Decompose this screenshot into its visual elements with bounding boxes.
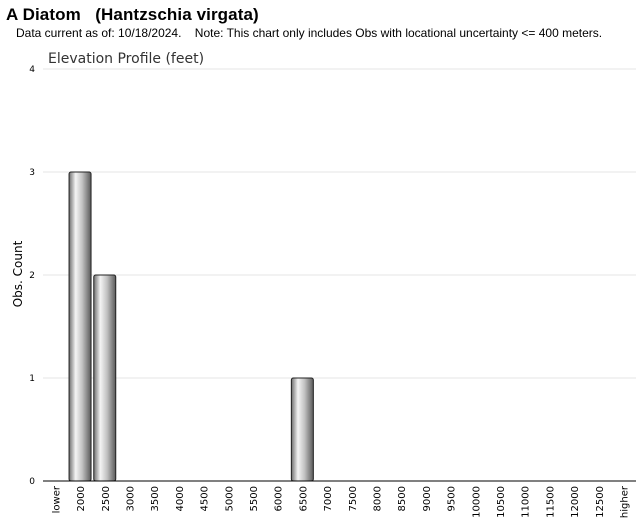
x-tick-label: higher [619,485,630,518]
x-tick-label: 5000 [224,486,235,511]
x-tick-label: 9000 [422,486,433,511]
y-tick-label: 4 [29,65,35,75]
x-tick-label: 7000 [323,486,334,511]
y-tick-label: 2 [29,271,35,281]
y-tick-label: 3 [29,168,35,178]
chart-title: Elevation Profile (feet) [48,51,204,67]
x-tick-label: 10000 [471,486,482,518]
page-title: A Diatom (Hantzschia virgata) [6,5,259,24]
x-tick-label: 4500 [200,486,211,511]
y-tick-label: 0 [29,477,35,487]
grid-lines [43,68,636,379]
y-tick-labels: 0 1 2 3 4 [29,65,35,487]
data-note: Data current as of: 10/18/2024. Note: Th… [16,26,603,40]
x-tick-label: 8500 [397,486,408,511]
bar [290,377,314,482]
x-tick-label: 11000 [521,486,532,518]
bar [68,171,92,482]
x-tick-label: 12500 [595,486,606,518]
x-tick-label: 2000 [76,486,87,511]
x-tick-label: 4000 [175,486,186,511]
x-tick-label: 7500 [348,486,359,511]
bars [68,171,314,482]
x-tick-label: 10500 [496,486,507,518]
bar [93,274,117,482]
x-tick-label: 2500 [101,486,112,511]
x-tick-labels: lower 2000 2500 3000 3500 4000 4500 5000 5500 600… [51,485,630,518]
x-tick-label: 11500 [545,486,556,518]
x-tick-label: 9500 [447,486,458,511]
x-tick-label: 5500 [249,486,260,511]
y-axis-label: Obs. Count [11,240,25,307]
x-tick-label: lower [51,485,62,513]
x-tick-label: 3000 [125,486,136,511]
x-tick-label: 8000 [372,486,383,511]
y-tick-label: 1 [29,374,35,384]
x-tick-label: 6000 [274,486,285,511]
x-tick-label: 6500 [298,486,309,511]
x-tick-label: 3500 [150,486,161,511]
x-tick-label: 12000 [570,486,581,518]
